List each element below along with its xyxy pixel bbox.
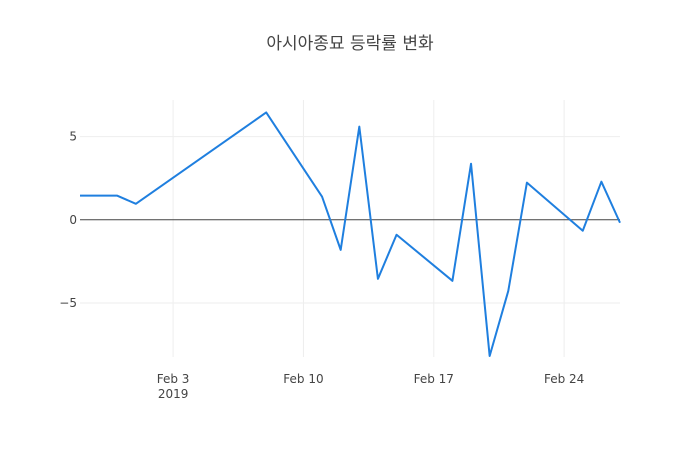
- x-tick-label: Feb 3: [157, 372, 190, 386]
- y-tick-label: 5: [69, 130, 77, 144]
- y-tick-label: −5: [59, 296, 77, 310]
- y-tick-label: 0: [69, 213, 77, 227]
- x-tick-label: Feb 24: [544, 372, 584, 386]
- line-series: [80, 111, 621, 358]
- chart-title: 아시아종묘 등락률 변화: [266, 34, 434, 54]
- x-tick-label: Feb 17: [414, 372, 454, 386]
- x-tick-year: 2019: [158, 387, 189, 401]
- x-tick-label: Feb 10: [283, 372, 323, 386]
